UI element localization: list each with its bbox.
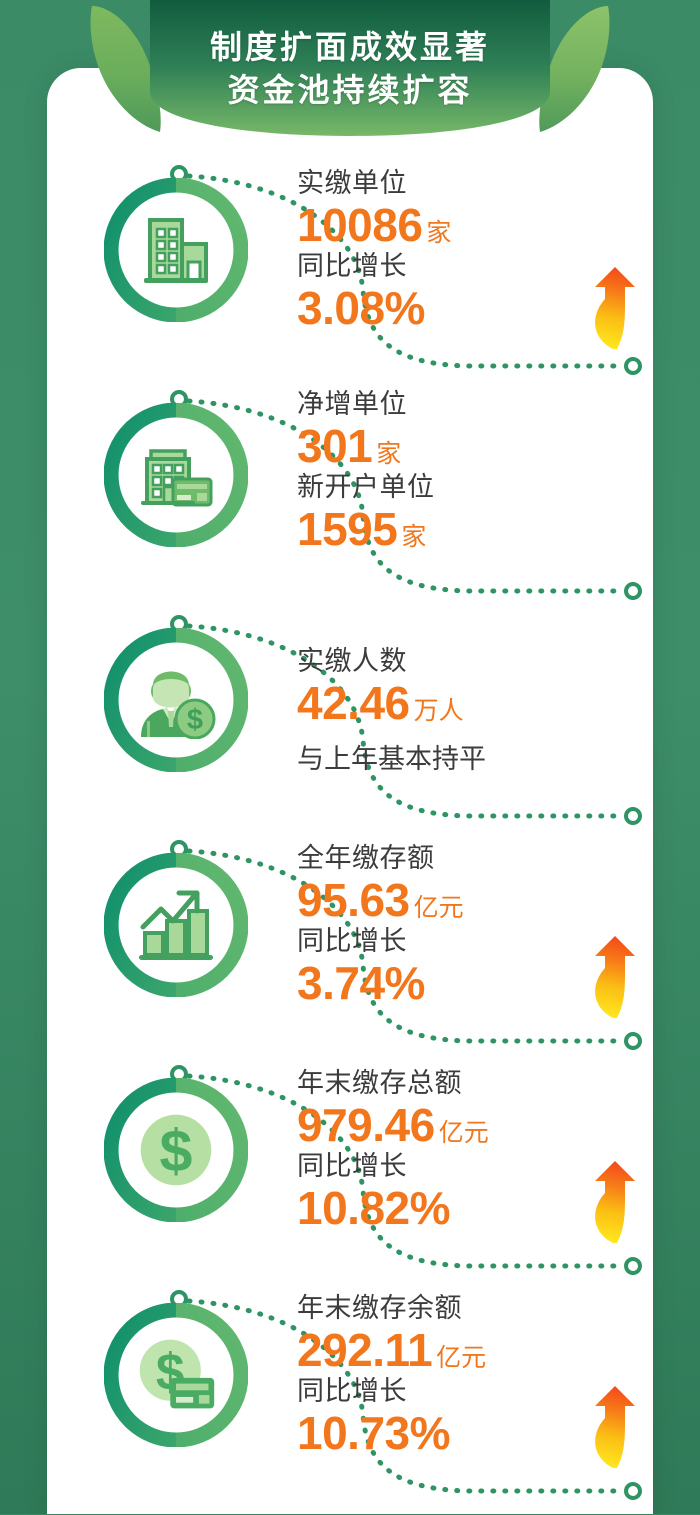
up-trend-arrow-icon <box>583 265 647 351</box>
stat-row: $ 年末缴存余额 292.11 亿元 同比增长 10.73% <box>47 1285 653 1510</box>
stat-unit: 亿元 <box>413 893 464 922</box>
stat-number: 301 <box>297 419 373 472</box>
stat-row: 实缴单位 10086 家 同比增长 3.08% <box>47 160 653 385</box>
stat-label: 实缴单位 <box>297 168 407 198</box>
stat-row: $ 年末缴存总额 979.46 亿元 同比增长 10.82% <box>47 1060 653 1285</box>
building-with-card-icon <box>134 433 218 517</box>
icon-ring: $ <box>104 1078 248 1222</box>
stat-text: 全年缴存额 95.63 亿元 同比增长 3.74% <box>297 843 653 1053</box>
stat-label: 全年缴存额 <box>297 843 435 873</box>
stat-label: 年末缴存余额 <box>297 1293 462 1323</box>
stat-sub-value: 3.08% <box>297 284 653 332</box>
stat-sub-number: 1595 <box>297 503 398 556</box>
stat-label: 年末缴存总额 <box>297 1068 462 1098</box>
stat-sub-label: 同比增长 <box>297 926 407 957</box>
stat-sub-label: 同比增长 <box>297 1376 407 1407</box>
stat-number: 10086 <box>297 198 423 251</box>
stat-value: 301 家 <box>297 422 653 470</box>
icon-ring <box>104 403 248 547</box>
stat-sub-unit: 家 <box>401 523 427 552</box>
stat-unit: 亿元 <box>438 1118 489 1147</box>
stat-unit: 家 <box>376 439 402 468</box>
stat-text: 年末缴存余额 292.11 亿元 同比增长 10.73% <box>297 1293 653 1503</box>
stat-sub-value: 10.73% <box>297 1409 653 1457</box>
svg-text:$: $ <box>160 1117 193 1184</box>
stat-text: 年末缴存总额 979.46 亿元 同比增长 10.82% <box>297 1068 653 1278</box>
stat-unit: 亿元 <box>436 1343 487 1372</box>
stat-sub-label: 同比增长 <box>297 1151 407 1182</box>
stat-value: 292.11 亿元 <box>297 1326 653 1374</box>
dollar-with-card-icon: $ <box>134 1333 218 1417</box>
stat-row: $ 实缴人数 42.46 万人 与上年基本持平 <box>47 610 653 835</box>
stat-note: 与上年基本持平 <box>297 744 486 775</box>
stat-number: 979.46 <box>297 1098 435 1151</box>
icon-ring: $ <box>104 1303 248 1447</box>
icon-ring <box>104 178 248 322</box>
person-with-coin-icon: $ <box>134 658 218 742</box>
svg-text:$: $ <box>187 704 203 736</box>
stat-rows: 实缴单位 10086 家 同比增长 3.08% <box>47 160 653 1510</box>
stat-unit: 万人 <box>413 696 464 725</box>
stat-sub-value: 10.82% <box>297 1184 653 1232</box>
icon-ring <box>104 853 248 997</box>
office-building-icon <box>134 208 218 292</box>
stat-sub-number: 3.08% <box>297 282 425 335</box>
stat-value: 95.63 亿元 <box>297 876 653 924</box>
stat-sub-value: 3.74% <box>297 959 653 1007</box>
up-trend-arrow-icon <box>583 1384 647 1470</box>
stat-label: 实缴人数 <box>297 646 407 676</box>
icon-ring: $ <box>104 628 248 772</box>
stat-sub-number: 10.73% <box>297 1407 451 1460</box>
stat-number: 95.63 <box>297 873 410 926</box>
stat-sub-number: 10.82% <box>297 1182 451 1235</box>
stat-text: 实缴单位 10086 家 同比增长 3.08% <box>297 168 653 378</box>
banner-title-line-1: 制度扩面成效显著 <box>209 29 490 65</box>
stat-sub-number: 3.74% <box>297 957 425 1010</box>
stat-text: 实缴人数 42.46 万人 与上年基本持平 <box>297 646 653 856</box>
up-trend-arrow-icon <box>583 934 647 1020</box>
stat-text: 净增单位 301 家 新开户单位 1595 家 <box>297 389 653 599</box>
stat-value: 10086 家 <box>297 201 653 249</box>
dollar-coin-icon: $ <box>134 1108 218 1192</box>
stat-number: 292.11 <box>297 1323 433 1376</box>
stat-sub-value: 1595 家 <box>297 505 653 553</box>
stat-number: 42.46 <box>297 676 410 729</box>
stat-row: 净增单位 301 家 新开户单位 1595 家 <box>47 385 653 610</box>
up-trend-arrow-icon <box>583 1159 647 1245</box>
stat-sub-label: 同比增长 <box>297 251 407 282</box>
stat-value: 979.46 亿元 <box>297 1101 653 1149</box>
stat-label: 净增单位 <box>297 389 407 419</box>
bar-chart-growth-icon <box>134 883 218 967</box>
stat-row: 全年缴存额 95.63 亿元 同比增长 3.74% <box>47 835 653 1060</box>
stat-sub-label: 新开户单位 <box>297 472 435 503</box>
stat-unit: 家 <box>426 218 452 247</box>
stat-value: 42.46 万人 <box>297 679 653 727</box>
